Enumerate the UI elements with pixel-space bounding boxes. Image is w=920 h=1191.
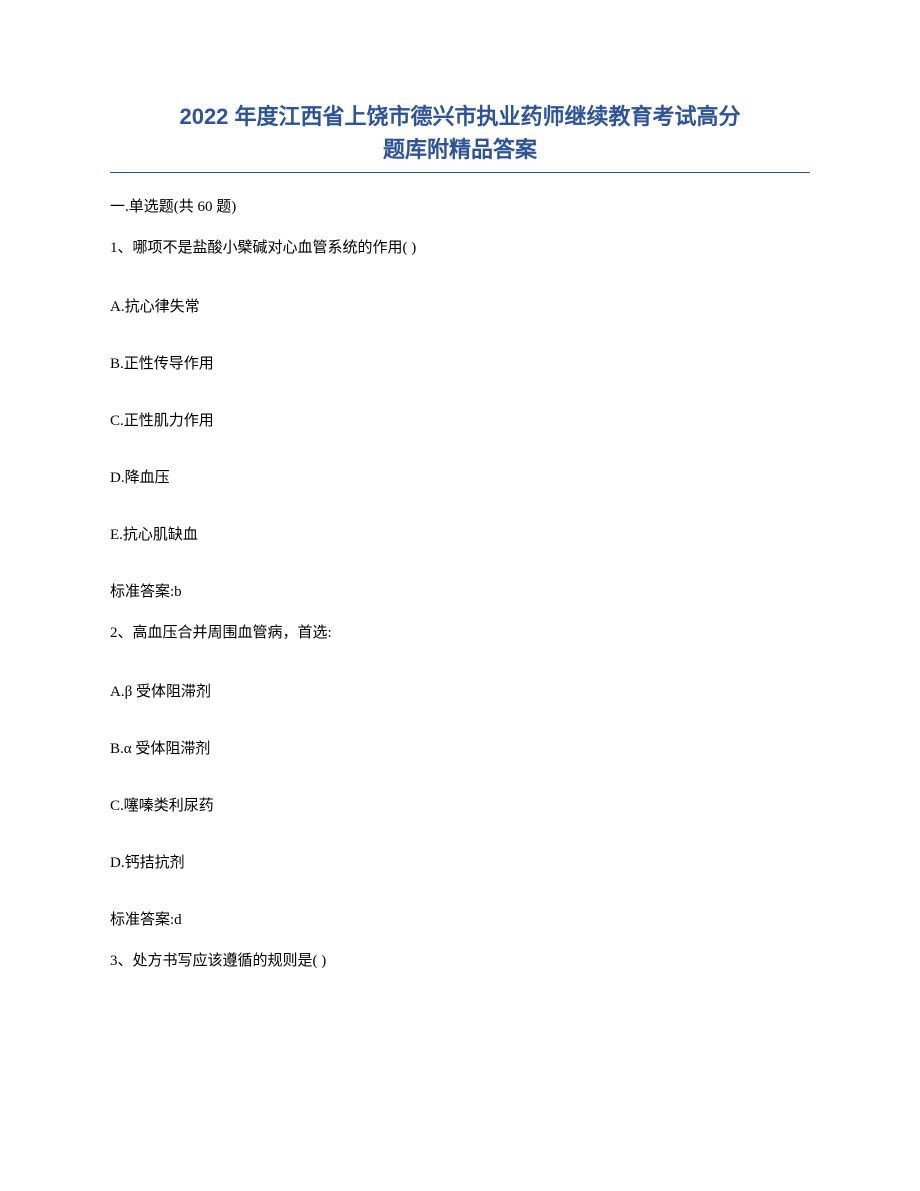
title-line-2: 题库附精品答案 <box>110 133 810 166</box>
section-header: 一.单选题(共 60 题) <box>110 195 810 216</box>
answer: 标准答案:b <box>110 580 810 601</box>
question-1: 1、哪项不是盐酸小檗碱对心血管系统的作用( ) A.抗心律失常 B.正性传导作用… <box>110 238 810 601</box>
question-3: 3、处方书写应该遵循的规则是( ) <box>110 951 810 972</box>
option-b: B.α 受体阻滞剂 <box>110 737 810 758</box>
question-stem: 3、处方书写应该遵循的规则是( ) <box>110 951 810 972</box>
document-title: 2022 年度江西省上饶市德兴市执业药师继续教育考试高分 题库附精品答案 <box>110 100 810 173</box>
option-b: B.正性传导作用 <box>110 352 810 373</box>
option-a: A.β 受体阻滞剂 <box>110 680 810 701</box>
title-line-1: 2022 年度江西省上饶市德兴市执业药师继续教育考试高分 <box>110 100 810 133</box>
answer: 标准答案:d <box>110 908 810 929</box>
option-d: D.降血压 <box>110 466 810 487</box>
question-stem: 2、高血压合并周围血管病，首选: <box>110 623 810 644</box>
option-c: C.正性肌力作用 <box>110 409 810 430</box>
option-e: E.抗心肌缺血 <box>110 523 810 544</box>
option-a: A.抗心律失常 <box>110 295 810 316</box>
option-c: C.噻嗪类利尿药 <box>110 794 810 815</box>
question-2: 2、高血压合并周围血管病，首选: A.β 受体阻滞剂 B.α 受体阻滞剂 C.噻… <box>110 623 810 929</box>
option-d: D.钙拮抗剂 <box>110 851 810 872</box>
question-stem: 1、哪项不是盐酸小檗碱对心血管系统的作用( ) <box>110 238 810 259</box>
